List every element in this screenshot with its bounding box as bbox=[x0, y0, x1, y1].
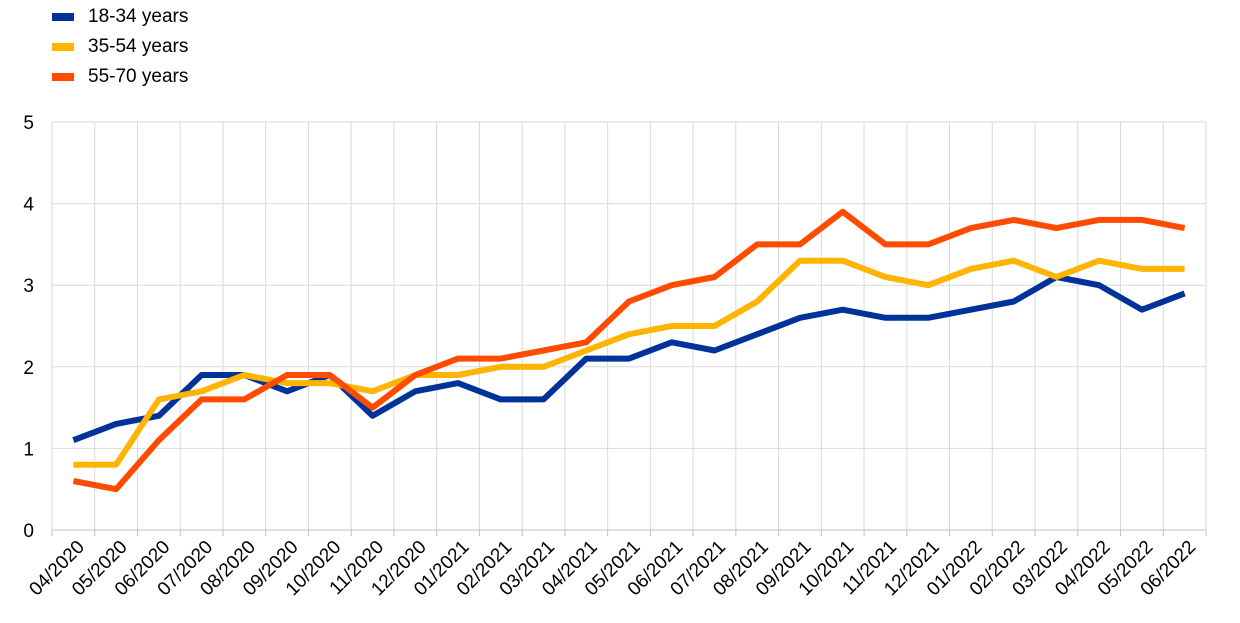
legend-swatch bbox=[52, 43, 74, 51]
y-tick-label: 0 bbox=[23, 521, 34, 542]
y-tick-label: 1 bbox=[23, 439, 34, 460]
legend-swatch bbox=[52, 73, 74, 81]
series-line-2 bbox=[73, 257, 1185, 468]
legend-item: 55-70 years bbox=[52, 62, 188, 92]
legend-item: 18-34 years bbox=[52, 2, 188, 32]
y-tick-label: 5 bbox=[23, 113, 34, 134]
grid-lines bbox=[51, 121, 1207, 536]
x-axis-ticks: 04/202005/202006/202007/202008/202009/20… bbox=[25, 537, 1200, 600]
y-tick-label: 2 bbox=[23, 358, 34, 379]
y-tick-label: 3 bbox=[23, 276, 34, 297]
legend-label: 55-70 years bbox=[88, 66, 189, 87]
y-tick-label: 4 bbox=[23, 195, 34, 216]
legend-swatch bbox=[52, 13, 74, 21]
chart-legend: 18-34 years 35-54 years 55-70 years bbox=[52, 2, 188, 92]
y-axis-ticks: 0 1 2 3 4 5 bbox=[23, 113, 34, 542]
legend-label: 18-34 years bbox=[88, 6, 189, 27]
legend-label: 35-54 years bbox=[88, 36, 189, 57]
series-line-3 bbox=[72, 208, 1186, 493]
series-lines bbox=[72, 208, 1186, 493]
legend-item: 35-54 years bbox=[52, 32, 188, 62]
